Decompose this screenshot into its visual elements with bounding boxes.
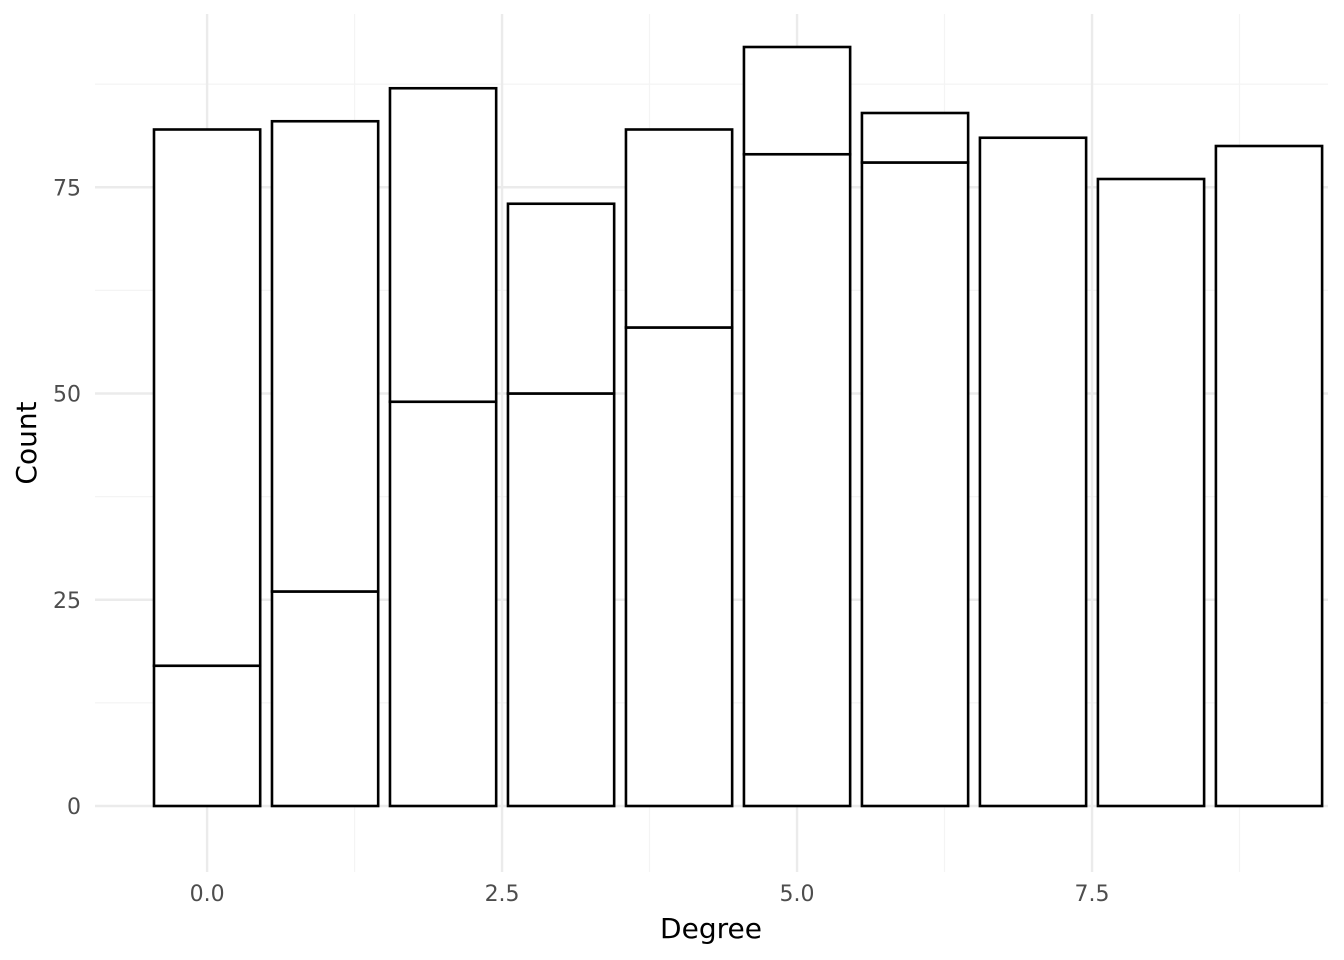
y-axis-tick-labels: 0 25 50 75 (53, 176, 81, 820)
bar-segment-x0-s1 (152, 664, 262, 808)
bar-segment-x6-s2 (860, 111, 970, 164)
x-axis-title: Degree (660, 912, 762, 945)
bar-segment-x8-s1 (1096, 177, 1206, 808)
bar-segment-x9-s1 (1214, 144, 1324, 808)
y-tick-label: 0 (67, 795, 81, 820)
bar-segment-x0-s2 (152, 128, 262, 668)
bar-segment-x6-s1 (860, 161, 970, 808)
x-tick-label: 7.5 (1075, 882, 1110, 907)
bar-segment-x2-s2 (388, 86, 498, 404)
x-tick-label: 5.0 (780, 882, 815, 907)
x-tick-label: 2.5 (485, 882, 520, 907)
bar-segment-x3-s2 (506, 202, 616, 395)
bar-segment-x3-s1 (506, 392, 616, 808)
bar-segment-x4-s2 (624, 128, 734, 329)
bar-segment-x5-s2 (742, 45, 852, 156)
bar-segment-x7-s1 (978, 136, 1088, 808)
y-tick-label: 25 (53, 589, 81, 614)
bar-segment-x1-s2 (270, 119, 380, 593)
y-tick-label: 50 (53, 383, 81, 408)
bar-series (152, 45, 1324, 808)
x-axis-tick-labels: 0.0 2.5 5.0 7.5 (190, 882, 1110, 907)
bar-segment-x1-s1 (270, 590, 380, 808)
x-tick-label: 0.0 (190, 882, 225, 907)
bar-segment-x5-s1 (742, 152, 852, 808)
bar-segment-x4-s1 (624, 326, 734, 808)
y-axis-title: Count (10, 401, 43, 484)
bar-segment-x2-s1 (388, 400, 498, 808)
y-tick-label: 75 (53, 176, 81, 201)
